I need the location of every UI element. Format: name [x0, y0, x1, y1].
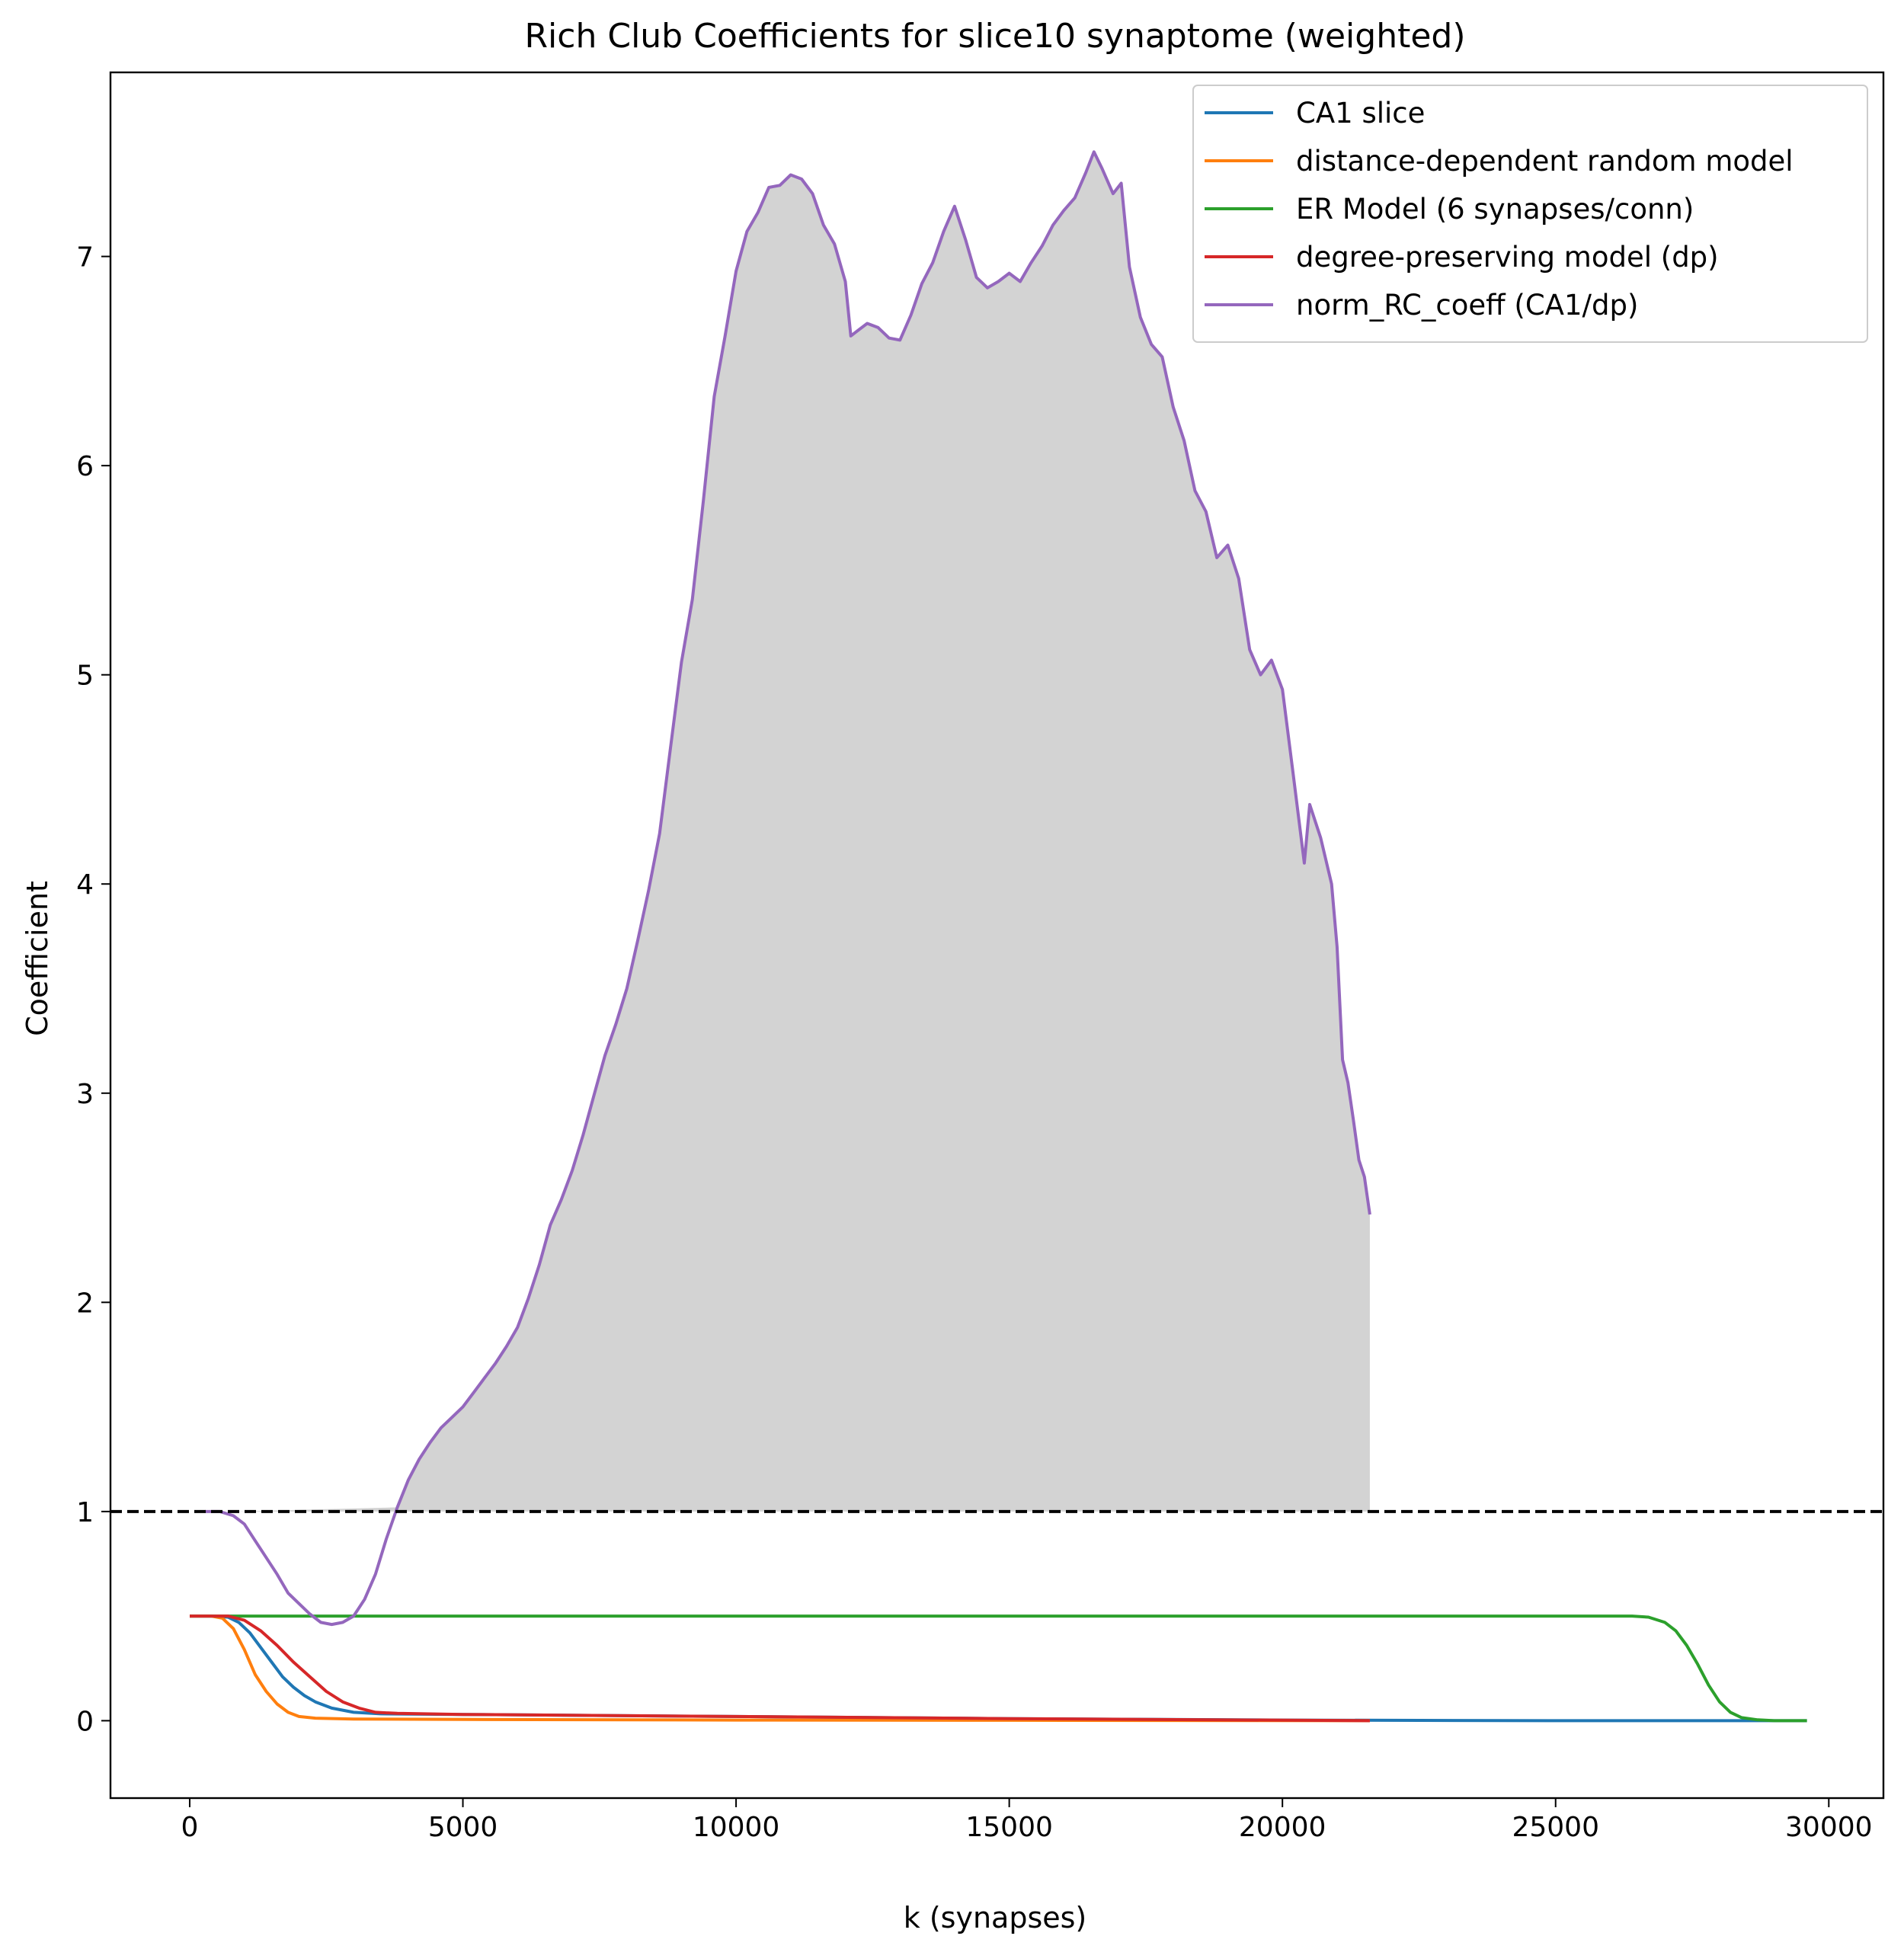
chart-title: Rich Club Coefficients for slice10 synap…	[524, 17, 1465, 56]
x-tick-label: 30000	[1785, 1812, 1873, 1843]
plot-area	[110, 150, 1883, 1723]
fill-layer	[205, 152, 1370, 1512]
series-line-degree-preserving-model-dp	[190, 1614, 1370, 1723]
legend-label: ER Model (6 synapses/conn)	[1296, 193, 1694, 226]
y-axis-label: Coefficient	[21, 881, 54, 1036]
x-tick-label: 10000	[693, 1812, 780, 1843]
x-tick-label: 25000	[1512, 1812, 1599, 1843]
legend-label: CA1 slice	[1296, 97, 1425, 130]
legend-box	[1192, 85, 1868, 343]
legend-label: degree-preserving model (dp)	[1296, 241, 1719, 274]
legend-label: distance-dependent random model	[1296, 145, 1794, 178]
area-fill-above-baseline	[205, 152, 1370, 1512]
y-tick-label: 5	[76, 661, 94, 692]
y-tick-label: 2	[76, 1288, 94, 1319]
x-tick-label: 15000	[965, 1812, 1053, 1843]
y-tick-label: 7	[76, 242, 94, 274]
axes-frame	[109, 71, 1885, 1800]
x-tick-label: 20000	[1239, 1812, 1326, 1843]
y-tick-label: 6	[76, 451, 94, 482]
series-lines	[190, 150, 1807, 1723]
legend: CA1 slice distance-dependent random model…	[1192, 85, 1868, 343]
y-tick-label: 3	[76, 1079, 94, 1110]
x-axis-label: k (synapses)	[904, 1901, 1087, 1934]
y-axis: 0 1 2 3 4 5 6 7	[76, 242, 110, 1737]
y-tick-label: 0	[76, 1706, 94, 1737]
series-line-er-model-6-synapses-conn	[190, 1614, 1807, 1723]
legend-label: norm_RC_coeff (CA1/dp)	[1296, 289, 1638, 322]
y-tick-label: 1	[76, 1497, 94, 1528]
x-axis: 0 5000 10000 15000 20000 25000 30000	[181, 1798, 1873, 1843]
y-tick-label: 4	[76, 869, 94, 901]
x-tick-label: 0	[181, 1812, 199, 1843]
series-line-distance-dependent-random-model	[190, 1614, 1370, 1723]
series-line-norm-rc-coeff-ca1-dp	[205, 150, 1371, 1627]
x-tick-label: 5000	[428, 1812, 498, 1843]
